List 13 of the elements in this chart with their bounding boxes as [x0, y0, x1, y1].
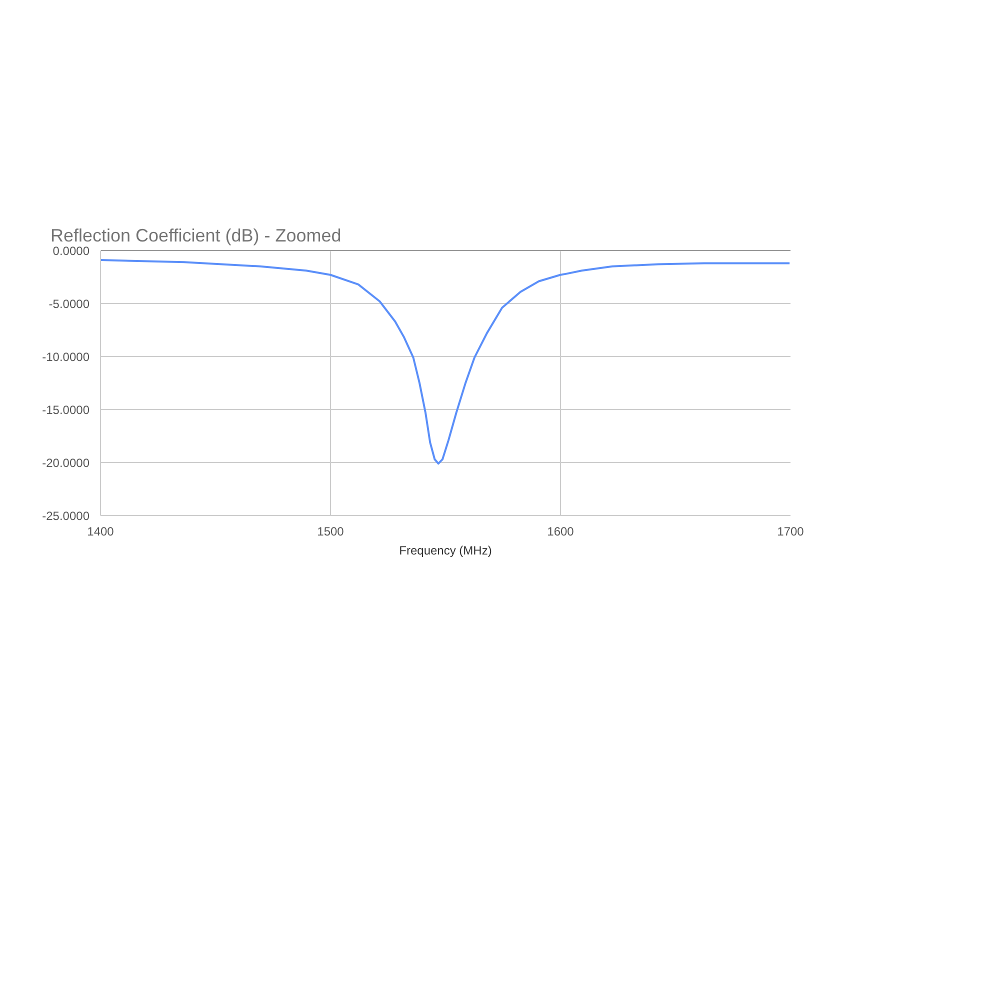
- y-tick-label: -15.0000: [42, 403, 90, 417]
- y-tick-label: -25.0000: [42, 509, 90, 523]
- x-tick-label: 1700: [777, 524, 804, 538]
- x-axis-title: Frequency (MHz): [399, 544, 492, 558]
- x-tick-label: 1500: [317, 524, 344, 538]
- y-tick-label: -20.0000: [42, 456, 90, 470]
- line-series: [100, 259, 790, 465]
- y-tick-label: -5.0000: [48, 297, 90, 311]
- x-tick-label: 1600: [547, 524, 574, 538]
- y-tick-label: 0.0000: [52, 244, 90, 258]
- y-tick-label: -10.0000: [42, 350, 90, 364]
- chart-title: Reflection Coefficient (dB) - Zoomed: [50, 226, 342, 246]
- x-tick-label: 1400: [87, 524, 114, 538]
